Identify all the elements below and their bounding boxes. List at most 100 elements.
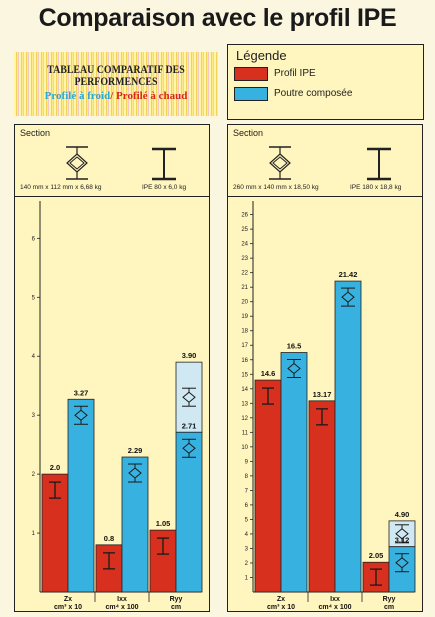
cold-formed-label: Profilé à froid bbox=[44, 90, 111, 102]
category-label: Ixx bbox=[117, 596, 127, 603]
extension-label: 3.90 bbox=[182, 351, 197, 360]
ibeam-icon bbox=[103, 552, 115, 570]
y-tick-label: 22 bbox=[241, 271, 248, 277]
ibeam-icon bbox=[262, 387, 274, 405]
section-header: Section 140 mm x 112 mm x 6,68 kg IPE 80… bbox=[15, 125, 209, 197]
y-tick-label: 8 bbox=[245, 474, 249, 480]
bar-chart-large: 1234567891011121314151617181920212223242… bbox=[241, 201, 416, 610]
composite-section-icon bbox=[341, 287, 355, 307]
y-tick-label: 2 bbox=[245, 561, 249, 567]
ipe-section-icon bbox=[152, 147, 176, 181]
category-label: cm³ x 10 bbox=[267, 604, 295, 610]
y-tick-label: 5 bbox=[245, 517, 249, 523]
composite-section-icon bbox=[74, 405, 88, 425]
ibeam-icon bbox=[49, 481, 61, 499]
chart-panel-large: Section 260 mm x 140 mm x 18,50 kg IPE 1… bbox=[227, 124, 423, 612]
y-tick-label: 13 bbox=[241, 401, 248, 407]
category-label: Ryy bbox=[170, 596, 183, 603]
y-tick-label: 6 bbox=[32, 236, 36, 242]
page-title: Comparaison avec le profil IPE bbox=[38, 4, 397, 32]
data-label: 2.05 bbox=[369, 551, 384, 560]
category-label: cm⁴ x 100 bbox=[105, 604, 138, 610]
y-tick-label: 20 bbox=[241, 300, 248, 306]
composite-section-icon bbox=[66, 146, 88, 180]
y-tick-label: 23 bbox=[241, 256, 248, 262]
y-tick-label: 1 bbox=[245, 575, 249, 581]
category-label: cm⁴ x 100 bbox=[318, 604, 351, 610]
y-tick-label: 24 bbox=[241, 242, 248, 248]
ipe-spec: IPE 180 x 18,8 kg bbox=[350, 184, 402, 191]
legend-title: Légende bbox=[236, 48, 287, 63]
bar-composite bbox=[280, 352, 308, 593]
bar-composite bbox=[67, 398, 95, 593]
y-tick-label: 4 bbox=[32, 354, 36, 360]
y-tick-label: 6 bbox=[245, 503, 249, 509]
y-tick-label: 16 bbox=[241, 358, 248, 364]
data-label: 3.27 bbox=[74, 388, 89, 397]
section-label: Section bbox=[233, 128, 264, 138]
section-header: Section 260 mm x 140 mm x 18,50 kg IPE 1… bbox=[228, 125, 422, 197]
y-tick-label: 7 bbox=[245, 488, 249, 494]
y-tick-label: 26 bbox=[241, 213, 248, 219]
ibeam-icon bbox=[370, 568, 382, 586]
separator: / bbox=[110, 90, 117, 102]
y-tick-label: 3 bbox=[32, 413, 36, 419]
data-label: 14.6 bbox=[261, 369, 276, 378]
ibeam-icon bbox=[157, 537, 169, 555]
category-label: cm³ x 10 bbox=[54, 604, 82, 610]
bar-composite bbox=[121, 456, 149, 593]
comparison-table-banner: TABLEAU COMPARATIF DES PERFORMENCES Prof… bbox=[14, 52, 218, 116]
y-tick-label: 18 bbox=[241, 329, 248, 335]
legend-swatch-ipe bbox=[234, 67, 268, 81]
y-tick-label: 3 bbox=[245, 546, 249, 552]
bar-composite bbox=[334, 280, 362, 593]
composite-section-icon bbox=[395, 524, 409, 544]
composite-section-icon bbox=[182, 387, 196, 407]
composite-section-icon bbox=[128, 463, 142, 483]
y-tick-label: 19 bbox=[241, 314, 248, 320]
y-tick-label: 17 bbox=[241, 343, 248, 349]
banner-subtitle: Profilé à froid/ Profilé à chaud bbox=[14, 90, 218, 102]
bar-ipe bbox=[308, 400, 336, 593]
composite-section-icon bbox=[269, 146, 291, 180]
category-label: Ixx bbox=[330, 596, 340, 603]
composite-spec: 140 mm x 112 mm x 6,68 kg bbox=[20, 184, 102, 191]
y-tick-label: 5 bbox=[32, 295, 36, 301]
ipe-section-icon bbox=[367, 147, 391, 181]
category-label: Zx bbox=[277, 596, 285, 603]
y-tick-label: 11 bbox=[242, 430, 249, 436]
banner-title: TABLEAU COMPARATIF DES PERFORMENCES bbox=[47, 64, 185, 88]
composite-section-icon bbox=[182, 438, 196, 458]
bar-composite bbox=[175, 431, 203, 593]
hot-rolled-label: Profilé à chaud bbox=[116, 90, 188, 102]
y-tick-label: 2 bbox=[32, 472, 36, 478]
ibeam-icon bbox=[316, 408, 328, 426]
y-tick-label: 21 bbox=[241, 285, 248, 291]
composite-section-icon bbox=[395, 553, 409, 573]
chart-panel-small: Section 140 mm x 112 mm x 6,68 kg IPE 80… bbox=[14, 124, 210, 612]
data-label: 21.42 bbox=[339, 270, 358, 279]
composite-section-icon bbox=[287, 359, 301, 379]
y-tick-label: 15 bbox=[241, 372, 248, 378]
data-label: 3.12 bbox=[395, 536, 410, 545]
category-label: cm bbox=[384, 604, 394, 610]
y-tick-label: 9 bbox=[245, 459, 249, 465]
ipe-spec: IPE 80 x 6,0 kg bbox=[142, 184, 187, 191]
data-label: 16.5 bbox=[287, 342, 302, 351]
category-label: cm bbox=[171, 604, 181, 610]
y-tick-label: 12 bbox=[241, 416, 248, 422]
category-label: Zx bbox=[64, 596, 72, 603]
legend-label-composite: Poutre composée bbox=[274, 88, 353, 99]
composite-spec: 260 mm x 140 mm x 18,50 kg bbox=[233, 184, 319, 191]
y-tick-label: 10 bbox=[241, 445, 248, 451]
section-label: Section bbox=[20, 128, 51, 138]
data-label: 2.71 bbox=[182, 421, 197, 430]
bar-ipe bbox=[254, 379, 282, 593]
legend-label-ipe: Profil IPE bbox=[274, 68, 316, 79]
legend-swatch-composite bbox=[234, 87, 268, 101]
extension-label: 4.90 bbox=[395, 510, 410, 519]
data-label: 2.0 bbox=[50, 463, 60, 472]
category-label: Ryy bbox=[383, 596, 396, 603]
y-tick-label: 1 bbox=[32, 531, 36, 537]
